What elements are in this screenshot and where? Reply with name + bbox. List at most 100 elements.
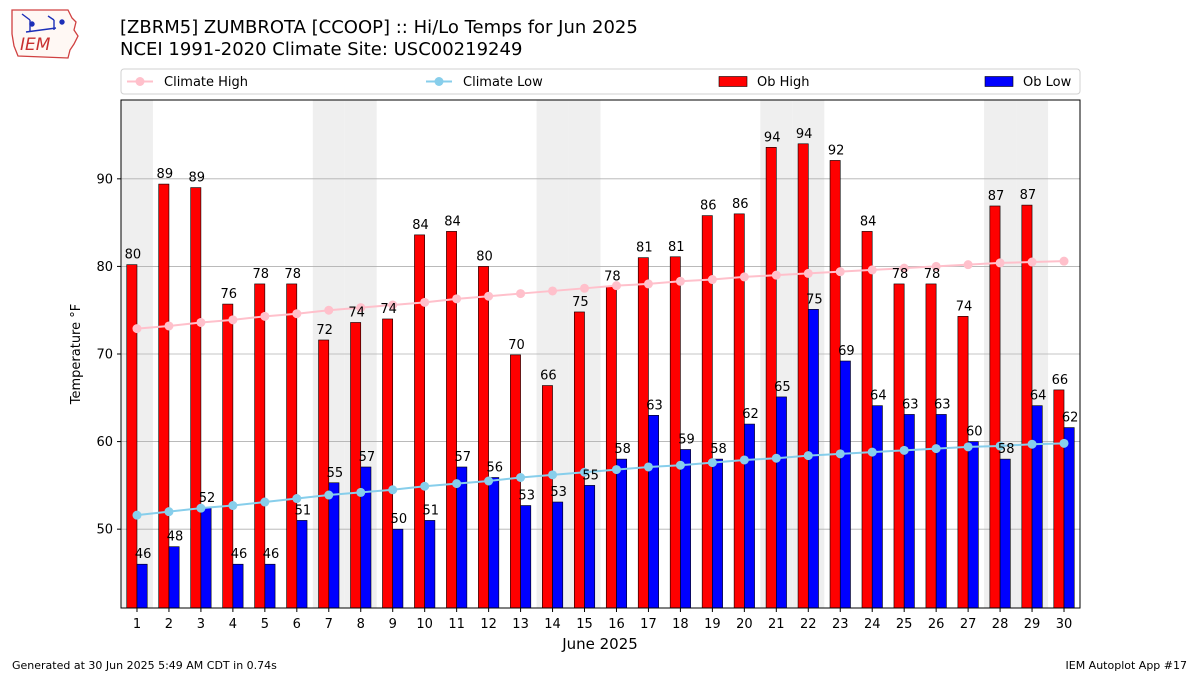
ob-low-label-22: 75: [806, 292, 823, 307]
ob-low-bar-8: [360, 466, 372, 609]
climate-low-point-17: [643, 462, 653, 472]
legend-box: [120, 68, 1081, 95]
climate-low-legend-label: Climate Low: [463, 75, 543, 90]
climate-high-point-6: [292, 309, 302, 319]
ob-high-bar-12: [478, 266, 489, 609]
ob-high-label-11: 84: [444, 214, 461, 229]
climate-low-point-27: [963, 442, 973, 452]
x-tick-label-12: 12: [480, 617, 497, 632]
x-tick-label-10: 10: [416, 617, 433, 632]
ob-low-label-8: 57: [359, 450, 376, 465]
climate-low-point-6: [292, 494, 302, 504]
ob-low-bar-24: [871, 405, 883, 609]
ob-high-label-15: 75: [572, 295, 589, 310]
x-tick-label-17: 17: [640, 617, 657, 632]
ob-low-bar-28: [999, 458, 1011, 609]
climate-low-point-23: [835, 449, 845, 459]
climate-low-point-1: [132, 510, 142, 520]
x-tick-label-13: 13: [512, 617, 529, 632]
ob-high-label-30: 66: [1052, 373, 1069, 388]
ob-low-label-16: 58: [614, 442, 631, 457]
ob-low-label-19: 58: [710, 442, 727, 457]
ob-low-label-3: 52: [199, 491, 216, 506]
x-tick-label-27: 27: [960, 617, 977, 632]
climate-low-point-10: [420, 481, 430, 491]
x-tick-label-22: 22: [800, 617, 817, 632]
climate-low-point-4: [228, 501, 238, 511]
ob-high-bar-24: [861, 231, 873, 609]
climate-high-point-18: [675, 276, 685, 286]
app-id: IEM Autoplot App #17: [1065, 659, 1188, 672]
ob-high-bar-25: [893, 283, 905, 609]
climate-low-point-8: [356, 487, 366, 497]
x-tick-label-29: 29: [1024, 617, 1041, 632]
ob-low-bar-15: [584, 485, 596, 609]
ob-high-bar-6: [286, 283, 298, 609]
ob-low-bar-12: [488, 477, 500, 609]
climate-low-point-14: [548, 470, 558, 480]
ob-low-bar-23: [839, 360, 851, 609]
ob-high-bar-9: [382, 318, 394, 609]
climate-low-point-16: [611, 465, 621, 475]
ob-low-legend-label: Ob Low: [1023, 75, 1072, 90]
y-axis-label: Temperature °F: [69, 304, 84, 405]
climate-low-point-18: [675, 460, 685, 470]
climate-low-point-25: [899, 445, 909, 455]
climate-high-point-3: [196, 317, 206, 327]
ob-low-label-2: 48: [167, 530, 184, 545]
ob-low-label-29: 64: [1030, 389, 1047, 404]
ob-low-label-1: 46: [135, 547, 152, 562]
chart-title: [ZBRM5] ZUMBROTA [CCOOP] :: Hi/Lo Temps …: [120, 17, 638, 38]
climate-high-point-16: [611, 281, 621, 291]
ob-high-legend-label: Ob High: [757, 75, 810, 90]
ob-high-label-23: 92: [828, 143, 845, 158]
climate-low-point-20: [739, 455, 749, 465]
climate-high-point-24: [867, 265, 877, 275]
ob-low-label-14: 53: [550, 485, 567, 500]
climate-low-point-15: [580, 467, 590, 477]
climate-high-point-9: [388, 300, 398, 310]
x-tick-label-4: 4: [229, 617, 237, 632]
ob-low-bar-19: [712, 458, 723, 609]
y-tick-label-80: 80: [96, 260, 113, 275]
ob-low-label-5: 46: [263, 547, 280, 562]
x-tick-label-25: 25: [896, 617, 913, 632]
ob-low-bar-30: [1063, 427, 1075, 609]
ob-high-bar-22: [797, 143, 809, 609]
ob-high-label-6: 78: [284, 267, 301, 282]
x-tick-label-9: 9: [389, 617, 397, 632]
ob-low-bar-3: [200, 507, 212, 609]
ob-low-label-13: 53: [518, 489, 535, 504]
x-tick-label-16: 16: [608, 617, 625, 632]
iem-logo: IEM: [11, 9, 79, 59]
climate-lines: [132, 256, 1069, 520]
ob-high-label-2: 89: [157, 167, 174, 182]
ob-high-label-9: 74: [380, 302, 397, 317]
ob-low-bar-1: [136, 563, 148, 609]
x-tick-label-30: 30: [1056, 617, 1073, 632]
climate-low-point-11: [452, 479, 462, 489]
ob-low-bar-17: [648, 415, 659, 609]
logo-text: IEM: [20, 35, 51, 55]
ob-high-bar-23: [829, 160, 841, 609]
ob-low-label-11: 57: [454, 450, 471, 465]
generated-timestamp: Generated at 30 Jun 2025 5:49 AM CDT in …: [12, 659, 277, 672]
ob-low-label-15: 55: [582, 468, 599, 483]
weather-station-icon: [21, 13, 65, 33]
ob-low-label-6: 51: [295, 503, 312, 518]
x-tick-label-1: 1: [133, 617, 141, 632]
climate-high-point-10: [420, 297, 430, 307]
x-tick-label-21: 21: [768, 617, 785, 632]
climate-low-point-22: [803, 451, 813, 461]
ob-low-label-30: 62: [1062, 411, 1079, 426]
ob-high-label-5: 78: [252, 267, 269, 282]
legend: Climate High Climate Low Ob High Ob Low: [120, 68, 1081, 95]
climate-low-point-2: [164, 507, 174, 517]
x-tick-label-20: 20: [736, 617, 753, 632]
x-tick-label-8: 8: [357, 617, 365, 632]
climate-high-point-22: [803, 268, 813, 278]
ob-high-label-28: 87: [988, 189, 1005, 204]
y-tick-label-70: 70: [96, 348, 113, 363]
